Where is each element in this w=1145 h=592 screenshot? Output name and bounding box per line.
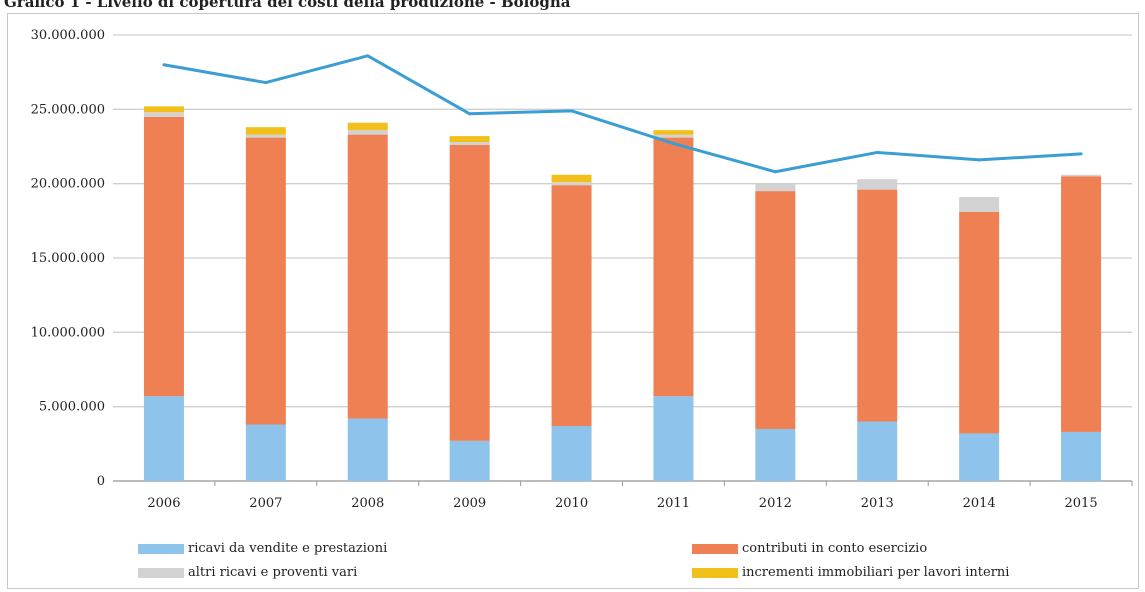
bar-contributi — [857, 189, 898, 422]
bar-contributi — [653, 137, 694, 397]
y-tick-label: 5.000.000 — [39, 400, 105, 415]
bar-contributi — [245, 137, 286, 425]
line-point — [264, 81, 268, 85]
bar-ricavi — [755, 428, 796, 481]
bar-incrementi — [653, 130, 694, 135]
bar-altri — [755, 183, 796, 192]
legend-swatch-ricavi — [138, 543, 184, 554]
y-tick-label: 15.000.000 — [31, 251, 105, 266]
bar-incrementi — [449, 136, 490, 143]
x-tick-label: 2011 — [657, 496, 690, 511]
bar-altri — [449, 142, 490, 146]
bar-altri — [143, 112, 184, 117]
x-tick-label: 2009 — [453, 496, 486, 511]
legend-swatch-incrementi — [692, 567, 738, 578]
bar-contributi — [143, 116, 184, 397]
bar-contributi — [755, 191, 796, 429]
line-point — [773, 170, 777, 174]
legend-label-contributi: contributi in conto esercizio — [742, 541, 928, 556]
bar-contributi — [347, 134, 388, 419]
line-point — [162, 63, 166, 67]
bar-ricavi — [653, 396, 694, 481]
bar-altri — [1061, 174, 1102, 177]
line-point — [671, 142, 675, 146]
bar-altri — [245, 134, 286, 138]
legend-item-altri: altri ricavi e proventi vari — [138, 565, 357, 580]
x-tick-label: 2014 — [963, 496, 996, 511]
x-tick-label: 2012 — [759, 496, 792, 511]
bar-contributi — [959, 211, 1000, 434]
page-title: Grafico 1 - Livello di copertura dei cos… — [4, 0, 571, 11]
line-point — [875, 150, 879, 154]
bar-ricavi — [959, 433, 1000, 481]
legend-swatch-altri — [138, 567, 184, 578]
legend-swatch-contributi — [692, 543, 738, 554]
bar-altri — [653, 134, 694, 138]
x-tick-label: 2008 — [351, 496, 384, 511]
line-costi-produzione — [163, 54, 1082, 174]
legend-label-incrementi: incrementi immobiliari per lavori intern… — [742, 565, 1010, 580]
x-tick-label: 2007 — [249, 496, 282, 511]
bar-altri — [551, 182, 592, 186]
line-point — [977, 158, 981, 162]
bar-contributi — [551, 185, 592, 426]
bar-incrementi — [245, 127, 286, 135]
bar-incrementi — [347, 122, 388, 131]
chart-svg: 30.000.000 25.000.000 20.000.000 15.000.000… — [31, 28, 1133, 511]
bar-altri — [347, 130, 388, 135]
bar-incrementi — [143, 106, 184, 113]
bar-contributi — [1061, 176, 1102, 432]
bar-altri — [857, 179, 898, 190]
bar-ricavi — [143, 396, 184, 481]
x-tick-label: 2013 — [861, 496, 894, 511]
line-point — [366, 54, 370, 58]
bar-ricavi — [1061, 431, 1102, 481]
legend-label-ricavi: ricavi da vendite e prestazioni — [188, 541, 388, 556]
bar-ricavi — [245, 424, 286, 481]
legend-item-ricavi: ricavi da vendite e prestazioni — [138, 541, 387, 556]
x-tick-label: 2006 — [147, 496, 180, 511]
x-tick-label: 2015 — [1065, 496, 1098, 511]
bar-incrementi — [551, 174, 592, 183]
y-tick-label: 30.000.000 — [31, 28, 105, 43]
chart-frame: 30.000.000 25.000.000 20.000.000 15.000.000… — [7, 13, 1139, 589]
legend-label-altri: altri ricavi e proventi vari — [188, 565, 358, 580]
bar-ricavi — [551, 425, 592, 481]
line-point — [468, 112, 472, 116]
bar-ricavi — [857, 421, 898, 481]
line-point — [1079, 152, 1083, 156]
bar-ricavi — [347, 418, 388, 481]
y-tick-label: 10.000.000 — [31, 325, 105, 340]
y-tick-label: 0 — [97, 474, 105, 489]
bar-altri — [959, 197, 1000, 212]
legend-item-contributi: contributi in conto esercizio — [692, 541, 927, 556]
line-point — [570, 109, 574, 113]
legend-item-incrementi: incrementi immobiliari per lavori intern… — [692, 565, 1009, 580]
bar-contributi — [449, 145, 490, 441]
x-tick-label: 2010 — [555, 496, 588, 511]
bar-ricavi — [449, 440, 490, 481]
y-tick-label: 25.000.000 — [31, 102, 105, 117]
y-tick-label: 20.000.000 — [31, 177, 105, 192]
